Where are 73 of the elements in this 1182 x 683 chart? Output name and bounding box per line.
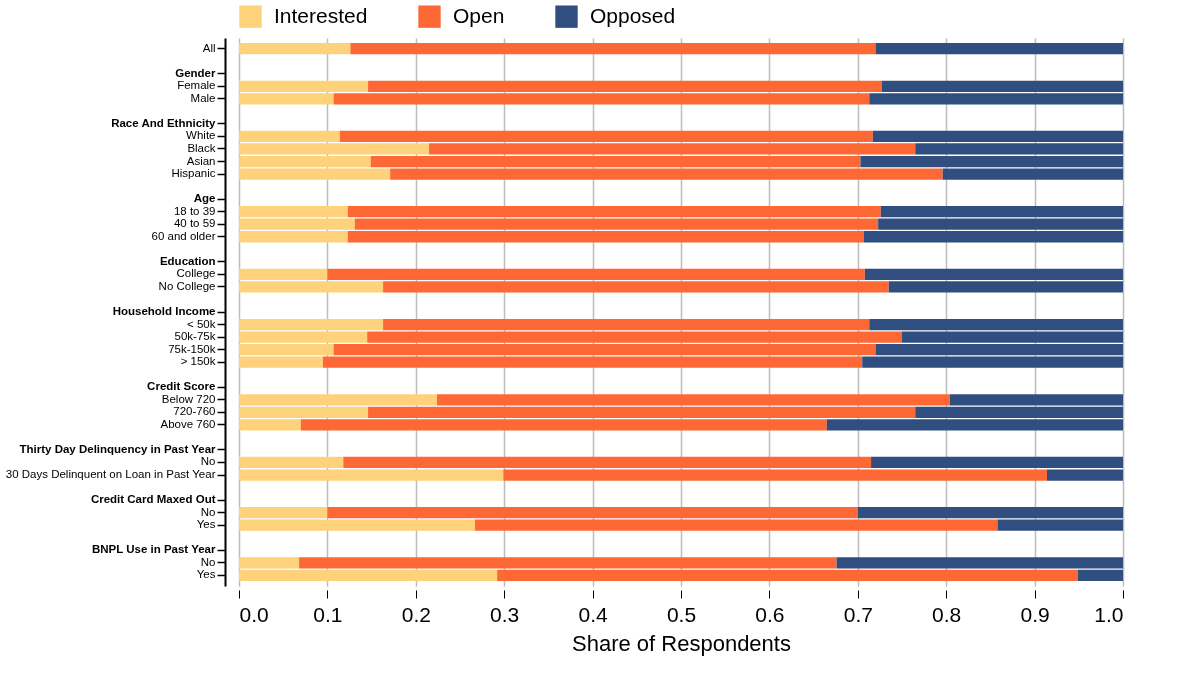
y-tick-label: No (200, 555, 216, 568)
bar (997, 519, 1123, 531)
y-tick-label: BNPL Use in Past Year (91, 543, 217, 556)
bar (437, 394, 950, 406)
bar (239, 507, 328, 519)
x-tick-label: 0.0 (239, 602, 269, 626)
y-tick-label: College (176, 267, 216, 280)
bar (239, 394, 438, 406)
y-tick-label: Hispanic (171, 167, 216, 180)
bar (475, 519, 998, 531)
y-tick-label: Household Income (112, 305, 216, 317)
y-tick-label: 30 Days Delinquent on Loan in Past Year (5, 468, 216, 481)
bar (239, 356, 323, 368)
bar (327, 507, 858, 519)
bar (862, 356, 1123, 368)
bar (322, 356, 863, 368)
bar (1077, 569, 1123, 581)
bar (239, 557, 300, 569)
y-tick-label: Education (159, 254, 216, 267)
y-tick-label: 50k-75k (174, 330, 216, 343)
bar (350, 43, 876, 55)
y-tick-label: Age (193, 192, 216, 205)
bar (239, 206, 348, 218)
bar (880, 206, 1123, 218)
x-tick-label: 0.8 (932, 602, 962, 626)
y-tick-label: < 50k (187, 317, 216, 330)
y-tick-label: 18 to 39 (173, 204, 216, 217)
y-tick-label: Asian (186, 154, 216, 167)
bar (239, 569, 498, 581)
x-tick-label: 0.9 (1020, 602, 1050, 626)
bar (347, 206, 881, 218)
y-tick-label: No College (158, 279, 216, 292)
bar (299, 557, 837, 569)
y-tick-label: Female (177, 79, 216, 92)
x-tick-label: 0.7 (843, 602, 873, 626)
bar (875, 43, 1123, 55)
bar (836, 557, 1123, 569)
y-tick-label: Race And Ethnicity (111, 116, 217, 129)
x-axis-title: Share of Respondents (572, 630, 791, 656)
y-tick-label: All (202, 41, 216, 54)
x-tick-label: 0.6 (755, 602, 785, 626)
y-tick-label: Credit Card Maxed Out (90, 493, 216, 506)
y-tick-label: No (200, 455, 216, 468)
x-tick-label: 0.3 (490, 602, 520, 626)
y-tick-label: Thirty Day Delinquency in Past Year (19, 442, 217, 455)
bar (857, 507, 1123, 519)
x-tick-label: 0.2 (401, 602, 431, 626)
y-tick-label: Male (190, 91, 216, 104)
bar (239, 519, 476, 531)
y-tick-label: Gender (175, 66, 217, 79)
y-tick-label: 40 to 59 (173, 217, 216, 230)
y-tick-label: 720-760 (173, 405, 216, 418)
y-tick-label: Below 720 (161, 392, 216, 405)
x-tick-label: 1.0 (1094, 602, 1124, 626)
y-tick-label: Black (187, 141, 216, 154)
y-tick-label: Yes (196, 568, 216, 581)
y-tick-label: No (200, 505, 216, 518)
x-tick-label: 0.4 (578, 602, 609, 626)
legend-label: Interested (274, 3, 368, 27)
y-tick-label: Credit Score (147, 380, 216, 393)
x-tick-label: 0.5 (666, 602, 697, 626)
bar (949, 394, 1123, 406)
y-tick-label: Yes (196, 518, 216, 531)
x-tick-label: 0.1 (313, 602, 343, 626)
y-tick-label: Above 760 (160, 417, 216, 430)
y-tick-label: 60 and older (151, 229, 216, 242)
bar (239, 43, 351, 55)
bar (497, 569, 1078, 581)
legend-label: Open (453, 3, 505, 27)
y-tick-label: > 150k (180, 355, 216, 368)
legend-label: Opposed (590, 3, 676, 27)
y-tick-label: White (186, 129, 216, 142)
y-tick-label: 75k-150k (168, 342, 216, 355)
